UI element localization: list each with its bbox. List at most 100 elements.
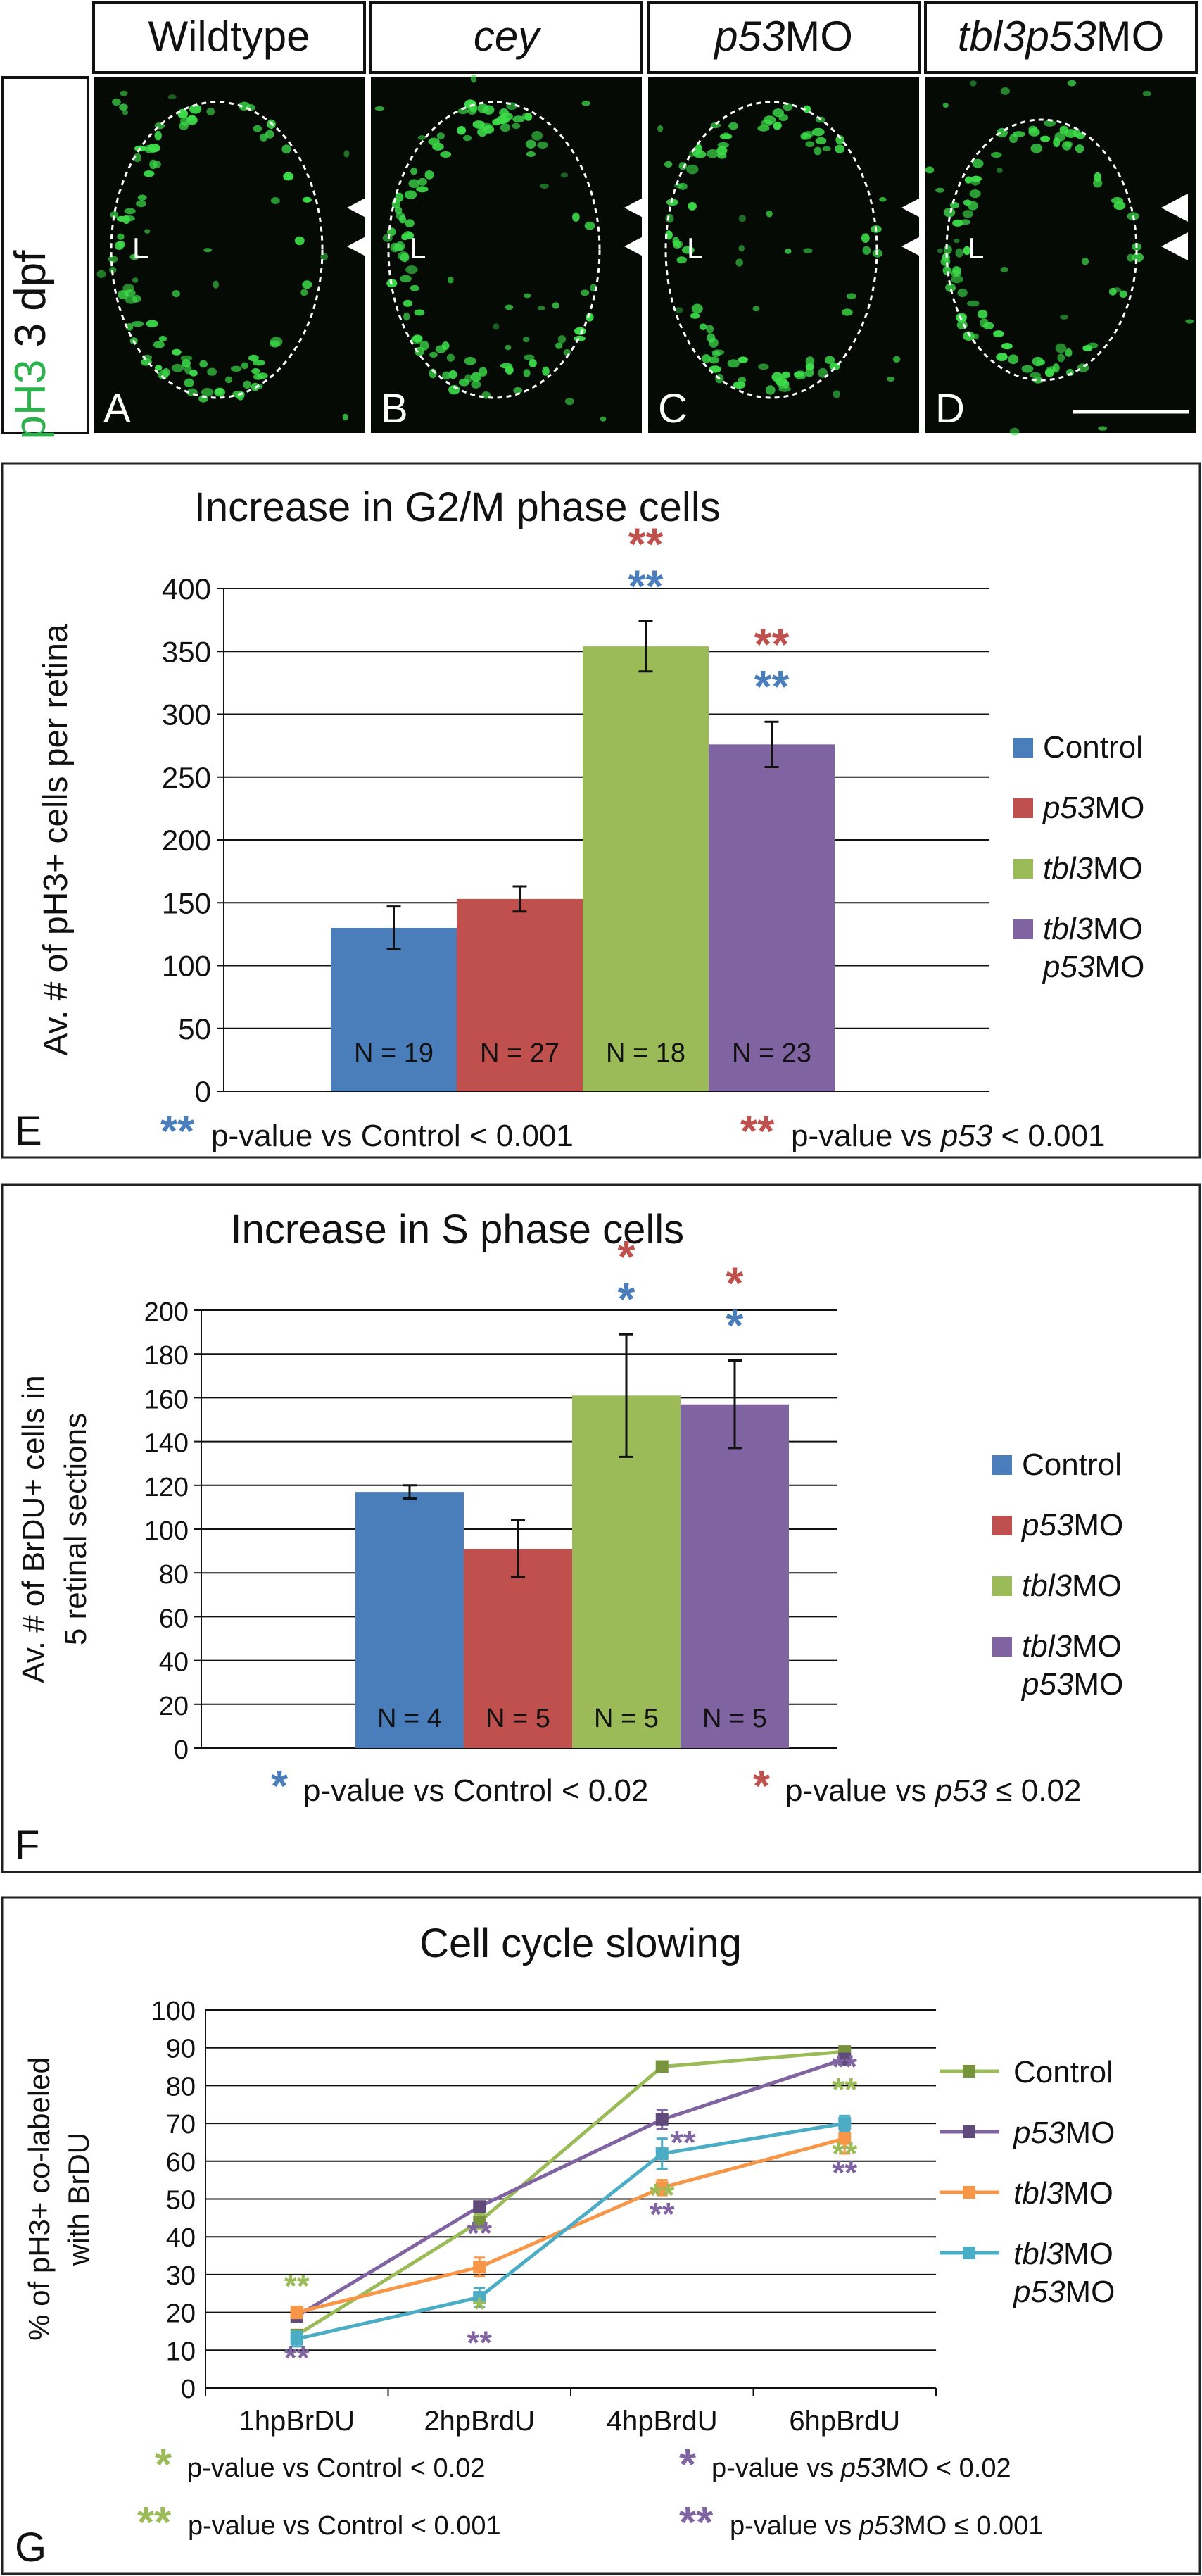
pH3-positive-cell (158, 335, 167, 342)
pH3-positive-cell (763, 115, 776, 125)
pH3-positive-cell (706, 325, 714, 334)
pH3-positive-cell (962, 210, 973, 218)
pH3-positive-cell (410, 168, 418, 175)
y-tick-label: 0 (195, 1075, 211, 1108)
pH3-positive-cell (408, 179, 420, 188)
pH3-positive-cell (477, 103, 489, 113)
pH3-positive-cell (171, 363, 184, 372)
pH3-positive-cell (1060, 315, 1068, 320)
pH3-positive-cell (833, 390, 841, 398)
panel-header-box (92, 1, 366, 74)
data-point (290, 2306, 303, 2319)
pH3-positive-cell (526, 151, 536, 158)
pH3-positive-cell (942, 265, 951, 275)
pH3-positive-cell (963, 331, 975, 341)
legend-label: Control (1013, 2055, 1113, 2090)
n-label: N = 18 (606, 1038, 685, 1068)
pH3-positive-cell (1054, 132, 1066, 142)
pH3-positive-cell (540, 183, 549, 189)
pH3-positive-cell (153, 341, 165, 348)
footnote-mark: ** (137, 2499, 172, 2547)
legend-swatch (992, 1516, 1012, 1535)
pH3-positive-cell (1059, 125, 1069, 134)
retina-outline (387, 101, 601, 399)
y-tick-label: 140 (144, 1429, 189, 1459)
pH3-positive-cell (390, 242, 400, 253)
pH3-positive-cell (1029, 372, 1042, 378)
pH3-positive-cell (945, 283, 956, 293)
pH3-positive-cell (1075, 132, 1085, 139)
legend-swatch (1013, 859, 1033, 879)
pH3-positive-cell (835, 135, 844, 145)
pH3-positive-cell (738, 356, 748, 363)
arrowhead-icon (902, 232, 928, 260)
pH3-positive-cell (773, 122, 781, 130)
pH3-positive-cell (969, 80, 977, 87)
legend-swatch (992, 1455, 1012, 1475)
text-span: tbl3 (1043, 851, 1093, 886)
pH3-positive-cell (435, 345, 447, 353)
text-span: p-value vs Control < 0.02 (187, 2454, 486, 2483)
pH3-positive-cell (675, 307, 683, 313)
pH3-positive-cell (382, 234, 393, 242)
pH3-positive-cell (464, 357, 476, 365)
data-point (655, 2060, 669, 2073)
pH3-positive-cell (678, 182, 688, 190)
series-line (296, 2121, 845, 2341)
footnote-mark-red: ** (740, 1107, 775, 1156)
pH3-positive-cell (794, 371, 804, 378)
y-axis-label: 5 retinal sections (58, 1413, 93, 1645)
pH3-positive-cell (785, 248, 792, 254)
pH3-positive-cell (841, 308, 853, 316)
pH3-positive-cell (1021, 365, 1034, 373)
pH3-positive-cell (955, 248, 963, 258)
y-tick-label: 60 (166, 2148, 196, 2178)
text-span: MO (1072, 1629, 1122, 1664)
n-label: N = 5 (702, 1704, 767, 1733)
pH3-positive-cell (144, 229, 151, 234)
significance-mark: ** (832, 2154, 857, 2191)
pH3-positive-cell (440, 151, 452, 158)
pH3-positive-cell (522, 336, 530, 343)
pH3-positive-cell (206, 107, 215, 116)
pH3-positive-cell (758, 363, 769, 370)
pH3-positive-cell (991, 151, 1002, 158)
significance-mark-control: * (726, 1300, 744, 1351)
footnote-text: p-value vs p53MO < 0.02 (711, 2454, 1011, 2483)
pH3-positive-cell (560, 172, 569, 178)
pH3-positive-cell (403, 312, 410, 321)
pH3-positive-cell (709, 356, 719, 364)
significance-mark: ** (467, 2325, 492, 2361)
pH3-positive-cell (480, 122, 493, 130)
legend-label-line2: p53MO (1042, 950, 1144, 984)
pH3-positive-cell (1093, 178, 1103, 188)
pH3-positive-cell (446, 353, 455, 362)
pH3-positive-cell (1081, 258, 1089, 265)
pH3-positive-cell (969, 189, 981, 199)
pH3-positive-cell (950, 275, 963, 284)
y-tick-label: 90 (166, 2035, 196, 2064)
text-span: Wildtype (148, 13, 310, 60)
pH3-positive-cell (1057, 353, 1065, 363)
n-label: N = 5 (594, 1704, 659, 1733)
n-label: N = 27 (480, 1038, 559, 1068)
pH3-positive-cell (953, 238, 960, 244)
y-tick-label: 160 (144, 1385, 189, 1414)
pH3-positive-cell (122, 284, 135, 293)
pH3-positive-cell (405, 265, 418, 275)
pH3-positive-cell (405, 232, 415, 239)
pH3-positive-cell (186, 115, 198, 125)
panel-letter: C (658, 386, 688, 432)
data-point (290, 2332, 303, 2346)
pH3-positive-cell (1065, 141, 1073, 148)
y-axis-label: Av. # of BrDU+ cells in (16, 1375, 51, 1683)
x-tick-label: 6hpBrdU (789, 2406, 900, 2437)
text-span: ≤ 0.02 (987, 1773, 1081, 1808)
pH3-positive-cell (957, 288, 968, 298)
pH3-positive-cell (835, 144, 845, 153)
pH3-positive-cell (664, 161, 673, 168)
pH3-positive-cell (513, 387, 523, 394)
pH3-positive-cell (125, 322, 134, 331)
pH3-positive-cell (783, 103, 793, 111)
significance-mark-p53: * (726, 1258, 744, 1309)
